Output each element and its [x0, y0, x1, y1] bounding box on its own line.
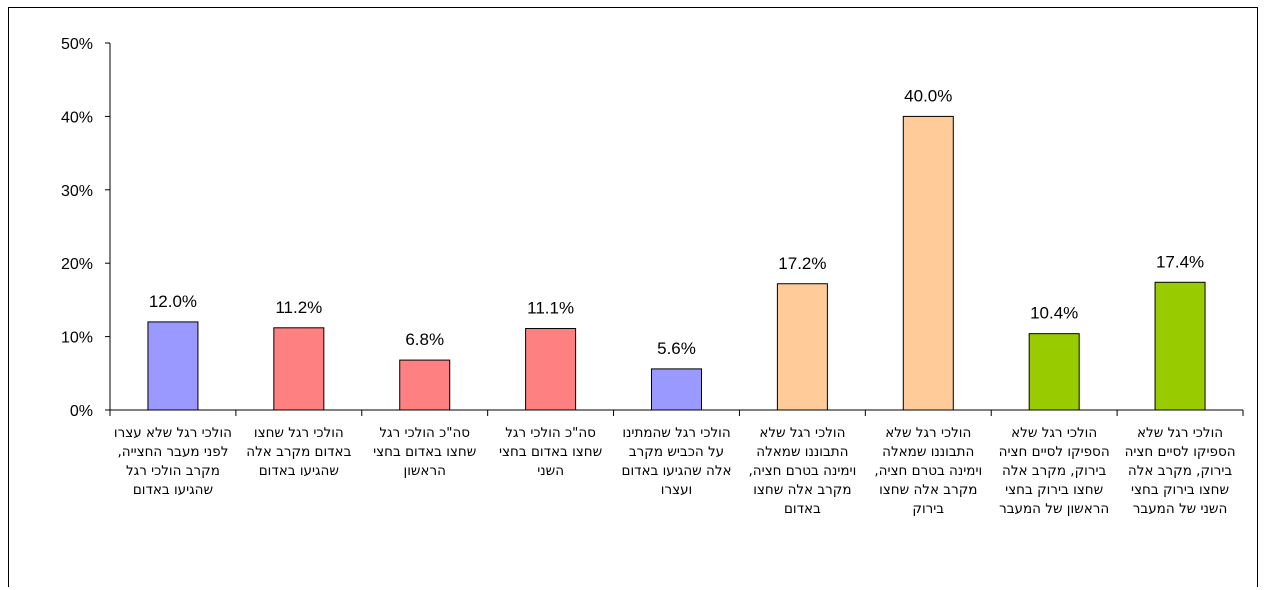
y-tick-label: 10% [61, 330, 93, 347]
x-tick-label: הולכי רגל שהמתינו על הכביש מקרב אלה שהגי… [621, 425, 732, 498]
bar [525, 328, 577, 411]
bar [1028, 333, 1080, 411]
data-label: 40.0% [904, 86, 952, 105]
chart-data-labels: 12.0% 11.2% 6.8% 11.1% 5.6% 17.2% 40.0% 10.4% 17… [149, 86, 1204, 357]
x-tick-label: הולכי רגל שלא הספיקו לסיים חציה בירוק, מ… [1124, 425, 1236, 517]
bar [1154, 281, 1206, 411]
data-label: 11.2% [275, 298, 322, 317]
chart-frame [8, 7, 1258, 587]
data-label: 17.4% [1156, 252, 1204, 271]
y-tick-label: 30% [61, 183, 93, 200]
chart-bars [147, 115, 1206, 411]
data-label: 10.4% [1030, 304, 1078, 323]
data-label: 17.2% [778, 254, 826, 273]
x-tick-label: הולכי רגל שלא התבוננו שמאלה וימינה בטרם … [748, 425, 857, 517]
bar [399, 359, 451, 411]
x-tick-label: הולכי רגל שחצו באדום מקרב אלה שהגיעו באד… [246, 425, 352, 479]
x-tick-label: הולכי רגל שלא הספיקו לסיים חציה בירוק, מ… [998, 425, 1110, 517]
data-label: 6.8% [405, 330, 444, 349]
data-label: 5.6% [657, 339, 696, 358]
bar [147, 321, 199, 411]
x-tick-label: הולכי רגל שלא התבוננו שמאלה וימינה בטרם … [874, 425, 983, 517]
x-tick-label: הולכי רגל שלא עצרו לפני מעבר החצייה, מקר… [113, 425, 232, 498]
bar [776, 283, 828, 411]
bar [273, 327, 325, 411]
y-tick-label: 0% [70, 403, 93, 420]
x-tick-label: סה"כ הולכי רגל שחצו באדום בחצי הראשון [373, 425, 477, 479]
data-label: 12.0% [149, 292, 197, 311]
y-tick-label: 40% [61, 109, 93, 126]
y-tick-label: 50% [61, 36, 93, 53]
data-label: 11.1% [527, 299, 574, 318]
bar [902, 115, 954, 411]
bar [651, 368, 702, 411]
y-tick-label: 20% [61, 256, 93, 273]
x-tick-label: סה"כ הולכי רגל שחצו באדום בחצי השני [499, 425, 603, 479]
